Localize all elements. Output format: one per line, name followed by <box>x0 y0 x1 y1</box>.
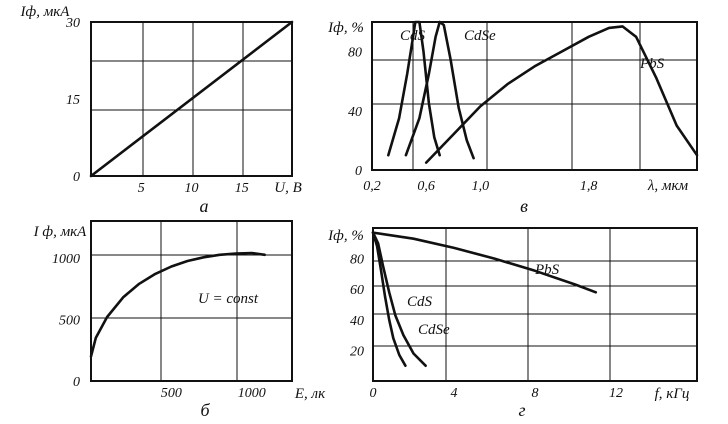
y-tick-label: 20 <box>350 344 364 359</box>
series-label-pbs: PbS <box>639 56 665 72</box>
series-label-cdse: CdSe <box>464 28 496 44</box>
x-axis-label: λ, мкм <box>647 178 689 194</box>
y-tick-label: 30 <box>65 16 80 31</box>
x-tick-label: 5 <box>138 181 145 196</box>
x-tick-label: 1,8 <box>580 179 598 194</box>
series-label-cds: CdS <box>400 28 426 44</box>
x-tick-label: 4 <box>451 386 458 401</box>
x-axis-label: Е, лк <box>294 386 326 402</box>
y-tick-label: 0 <box>355 164 362 179</box>
x-tick-label: 12 <box>609 386 623 401</box>
y-axis-label: Iф, % <box>327 228 364 244</box>
x-tick-label: 0,6 <box>417 179 435 194</box>
series-pbs-line <box>371 231 598 294</box>
plot-frame <box>90 220 293 382</box>
y-axis-label: I ф, мкА <box>33 224 87 240</box>
panel-g: 0 4 8 12 20 40 60 80 Iф, % f, кГц г <box>327 227 698 420</box>
y-tick-label: 500 <box>59 313 80 328</box>
annotation: U = const <box>198 291 259 307</box>
panel-b: 500 1000 0 500 1000 I ф, мкА Е, лк б U = const <box>33 220 326 420</box>
y-tick-label: 40 <box>348 105 362 120</box>
y-tick-label: 40 <box>350 314 364 329</box>
series-line <box>89 251 267 358</box>
series-cdse-line <box>371 231 427 368</box>
y-tick-label: 0 <box>73 170 80 185</box>
panel-v: 0,2 0,6 1,0 1,8 0 40 80 Iф, % λ, мкм в <box>327 20 699 216</box>
plot-frame <box>372 227 698 382</box>
panel-label: б <box>200 400 210 420</box>
y-tick-label: 60 <box>350 283 364 298</box>
panel-label: г <box>518 400 525 420</box>
y-axis-label: Iф, % <box>327 20 364 36</box>
x-axis-label: U, В <box>274 180 302 196</box>
x-tick-label: 500 <box>161 386 182 401</box>
x-tick-label: 1000 <box>238 386 266 401</box>
panel-label: а <box>200 196 209 216</box>
series-label-cds: CdS <box>407 294 433 310</box>
y-tick-label: 0 <box>73 375 80 390</box>
series-cds-line <box>371 231 407 368</box>
y-axis-label: Iф, мкА <box>20 4 71 20</box>
y-tick-label: 80 <box>350 253 364 268</box>
plot-frame <box>371 21 698 171</box>
series-label-cdse: CdSe <box>418 322 450 338</box>
x-tick-label: 0,2 <box>363 179 381 194</box>
x-tick-label: 10 <box>185 181 199 196</box>
series-pbs-line <box>424 25 699 164</box>
series-label-pbs: PbS <box>534 262 560 278</box>
x-tick-label: 8 <box>532 386 539 401</box>
series-cds-line <box>386 20 442 157</box>
series-line <box>89 20 294 178</box>
x-tick-label: 0 <box>370 386 377 401</box>
x-axis-label: f, кГц <box>655 386 690 402</box>
plot-frame <box>90 21 293 177</box>
y-tick-label: 80 <box>348 46 362 61</box>
x-tick-label: 15 <box>235 181 249 196</box>
y-tick-label: 15 <box>66 93 80 108</box>
x-tick-label: 1,0 <box>472 179 490 194</box>
y-tick-label: 1000 <box>52 252 80 267</box>
panel-label: в <box>520 196 528 216</box>
